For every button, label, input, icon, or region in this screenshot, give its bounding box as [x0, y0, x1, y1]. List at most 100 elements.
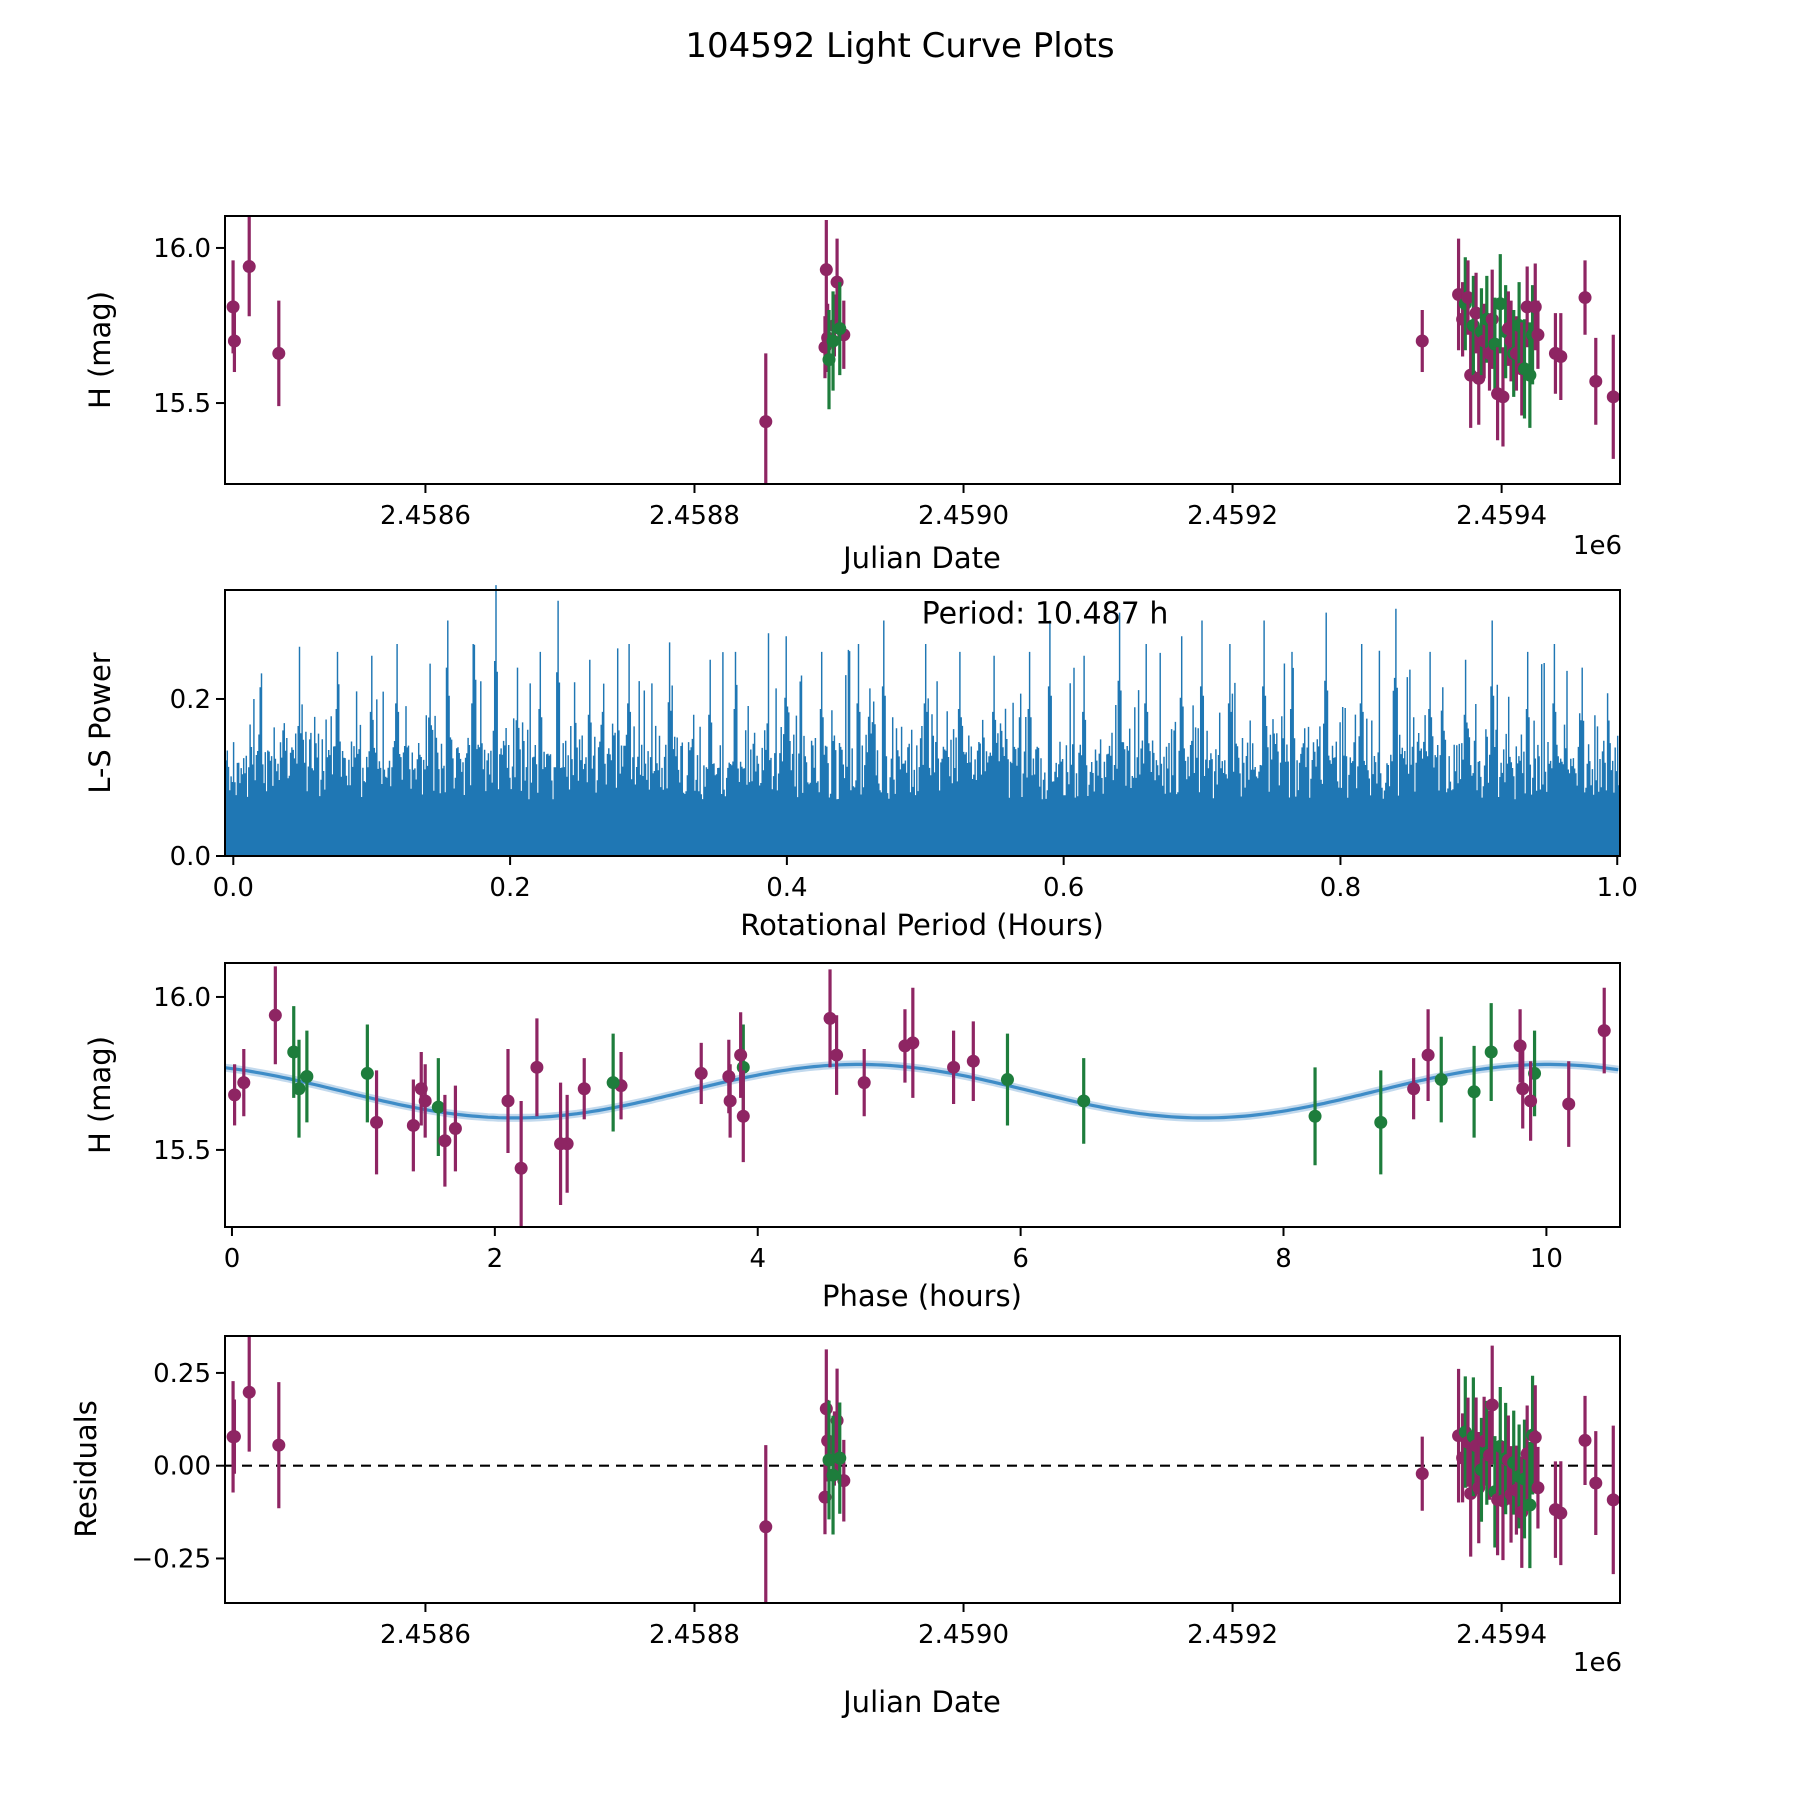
data-point [734, 1048, 748, 1062]
data-point [833, 1451, 847, 1465]
x-tick-label: 0.0 [213, 873, 254, 903]
data-point [1524, 1094, 1538, 1108]
data-point [826, 1468, 840, 1482]
data-point [759, 1520, 773, 1534]
x-tick-label: 2.4588 [649, 501, 740, 531]
data-point [268, 1008, 282, 1022]
data-point [1421, 1048, 1435, 1062]
x-tick-label: 2.4590 [918, 1620, 1009, 1650]
data-point [1589, 1476, 1603, 1490]
data-point [1415, 1467, 1429, 1481]
x-tick-label: 2.4590 [918, 501, 1009, 531]
data-point [237, 1076, 251, 1090]
data-point [1562, 1097, 1576, 1111]
data-point [300, 1069, 314, 1083]
y-tick-label: 0.00 [153, 1452, 211, 1482]
x-tick-label: 2.4588 [649, 1620, 740, 1650]
data-point [694, 1066, 708, 1080]
y-tick-label: 16.0 [153, 983, 211, 1013]
data-point [272, 346, 286, 360]
data-point [1415, 334, 1429, 348]
data-point [1523, 368, 1537, 382]
data-point [1461, 291, 1475, 305]
data-point [606, 1076, 620, 1090]
x-tick-label: 2.4592 [1187, 501, 1278, 531]
x-tick-label: 2.4592 [1187, 1620, 1278, 1650]
panel-jd-magnitude [226, 216, 1620, 484]
data-point [1606, 1493, 1620, 1507]
axis3-xlabel: Phase (hours) [822, 1279, 1022, 1313]
data-point [501, 1094, 515, 1108]
data-point [448, 1121, 462, 1135]
data-point [1606, 390, 1620, 404]
y-tick-label: 0.0 [170, 842, 211, 872]
data-point [830, 1048, 844, 1062]
data-point [736, 1109, 750, 1123]
data-point [1516, 1082, 1530, 1096]
phase-magnitude-points [228, 966, 1611, 1227]
data-point [418, 1094, 432, 1108]
x-tick-label: 0.4 [766, 873, 807, 903]
data-point [287, 1045, 301, 1059]
data-point [292, 1082, 306, 1096]
jd-magnitude-points [226, 216, 1620, 484]
axis1-ylabel: H (mag) [83, 290, 117, 410]
data-point [1496, 390, 1510, 404]
data-point [826, 334, 840, 348]
period-annotation: Period: 10.487 h [921, 596, 1169, 632]
data-point [1531, 1481, 1545, 1495]
data-point [833, 322, 847, 336]
x-tick-label: 4 [749, 1244, 766, 1274]
x-tick-label: 2.4594 [1456, 1620, 1547, 1650]
data-point [1485, 1398, 1499, 1412]
y-tick-label: 0.25 [153, 1359, 211, 1389]
x-tick-label: 2.4586 [380, 1620, 471, 1650]
data-point [966, 1054, 980, 1068]
data-point [759, 415, 773, 429]
panel-jd-residuals [225, 1336, 1620, 1603]
phase-magnitude-axes: 0 2 4 6 8 10 16.0 15.5 [153, 962, 1621, 1274]
data-point [530, 1060, 544, 1074]
data-point [406, 1118, 420, 1132]
x-tick-label: 0.6 [1043, 873, 1084, 903]
data-point [1485, 312, 1499, 326]
y-tick-label: 15.5 [153, 1136, 211, 1166]
x-tick-label: 6 [1012, 1244, 1029, 1274]
x-tick-label: 2.4586 [380, 501, 471, 531]
data-point [1589, 374, 1603, 388]
data-point [514, 1161, 528, 1175]
y-tick-label: −0.25 [131, 1544, 211, 1574]
data-point [360, 1066, 374, 1080]
sinusoid-fit-curve [224, 1062, 1619, 1120]
data-point [723, 1094, 737, 1108]
data-point [1374, 1115, 1388, 1129]
axis1-xlabel: Julian Date [843, 541, 1001, 575]
axis4-offset-text: 1e6 [1572, 1648, 1622, 1678]
axis2-ylabel: L-S Power [83, 652, 117, 794]
periodogram-axes: 0.0 0.2 0.4 0.6 0.8 1.0 0.2 0.0 [170, 589, 1638, 903]
data-point [1578, 1433, 1592, 1447]
data-point [857, 1076, 871, 1090]
axis3-ylabel: H (mag) [83, 1035, 117, 1155]
data-point [947, 1060, 961, 1074]
data-point [819, 263, 833, 277]
x-tick-label: 0.2 [489, 873, 530, 903]
data-point [1554, 350, 1568, 364]
axis4-ylabel: Residuals [69, 1400, 103, 1538]
jd-magnitude-axes: 2.4586 2.4588 2.4590 2.4592 2.4594 16.0 15.5 [153, 215, 1621, 531]
data-point [1484, 1045, 1498, 1059]
data-point [1308, 1109, 1322, 1123]
data-point [370, 1115, 384, 1129]
figure-title: 104592 Light Curve Plots [685, 26, 1115, 66]
data-point [242, 260, 256, 274]
x-tick-label: 0.8 [1320, 873, 1361, 903]
data-point [823, 1011, 837, 1025]
data-point [228, 1088, 242, 1102]
data-point [272, 1438, 286, 1452]
x-tick-label: 2.4594 [1456, 501, 1547, 531]
x-tick-label: 0 [224, 1244, 241, 1274]
x-tick-label: 10 [1530, 1244, 1563, 1274]
data-point [1528, 300, 1542, 314]
x-tick-label: 2 [487, 1244, 504, 1274]
